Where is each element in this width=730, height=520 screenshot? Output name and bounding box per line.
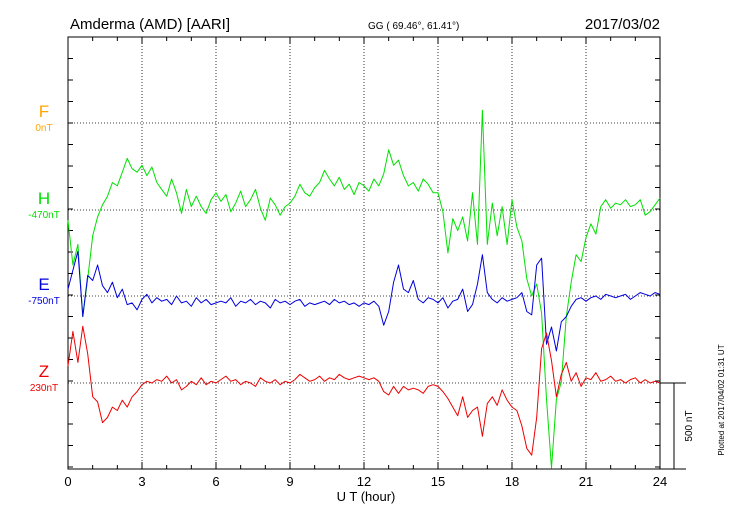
station-title: Amderma (AMD) [AARI] [70, 16, 230, 33]
component-name-h: H [38, 189, 50, 208]
series-line-z [67, 325, 661, 456]
component-baseline-f: 0nT [35, 123, 52, 134]
x-tick-label: 15 [431, 474, 445, 489]
component-name-e: E [38, 275, 49, 294]
component-name-f: F [39, 102, 49, 121]
axis-ticks [67, 36, 661, 469]
x-tick-label: 12 [357, 474, 371, 489]
x-tick-label: 21 [579, 474, 593, 489]
x-tick-label: 3 [138, 474, 145, 489]
series-line-e [67, 250, 661, 352]
grid-lines [68, 37, 660, 469]
plotted-at-label: Plotted at 2017/04/02 01:31 UT [717, 344, 726, 455]
x-tick-label: 9 [286, 474, 293, 489]
station-coords: GG ( 69.46°, 61.41°) [368, 21, 459, 32]
date-label: 2017/03/02 [585, 16, 660, 33]
x-tick-label: 6 [212, 474, 219, 489]
x-tick-labels: 0 3 6 9 12 15 18 21 24 [64, 474, 667, 489]
scale-bar: 500 nT [660, 382, 695, 470]
series-line-h [67, 109, 661, 469]
component-name-z: Z [39, 362, 49, 381]
component-baseline-z: 230nT [30, 383, 58, 394]
component-baseline-e: -750nT [28, 296, 60, 307]
x-tick-label: 0 [64, 474, 71, 489]
scale-bar-label: 500 nT [684, 410, 695, 441]
x-tick-label: 24 [653, 474, 667, 489]
x-axis-label: U T (hour) [337, 489, 396, 504]
series-lines [67, 109, 661, 469]
component-baseline-h: -470nT [28, 210, 60, 221]
component-labels: F 0nT H -470nT E -750nT Z 230nT [28, 102, 60, 394]
x-tick-label: 18 [505, 474, 519, 489]
